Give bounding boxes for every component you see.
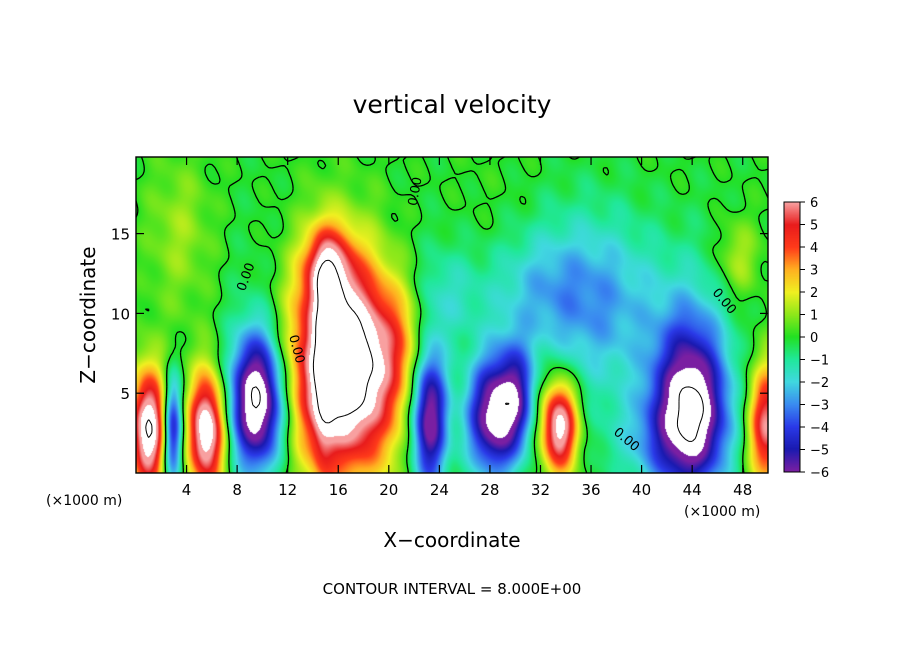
y-tick-label: 5 (120, 385, 130, 403)
y-tick-label: 10 (111, 305, 130, 323)
x-axis-label: X−coordinate (383, 528, 520, 552)
colorbar-tick-label: −6 (810, 466, 829, 481)
colorbar-tick-label: 0 (810, 331, 818, 346)
contour-level-0 (135, 156, 769, 474)
contour-level-neg8 (250, 386, 704, 442)
x-axis-ticks: 4 8 12 16 20 24 28 32 36 40 44 48 (182, 157, 752, 499)
colorbar-tick-label: −1 (810, 354, 829, 369)
colorbar-tick-label: 4 (810, 241, 818, 256)
x-unit-label-left: (×1000 m) (46, 493, 122, 509)
colorbar-tick-label: 1 (810, 309, 818, 324)
x-tick-label: 36 (581, 481, 600, 499)
colorbar-tick-label: −5 (810, 444, 829, 459)
colorbar-tick-label: −2 (810, 376, 829, 391)
contour-label-2: 0.00 (406, 176, 426, 207)
colorbar-ticks: 6 5 4 3 2 1 0 −1 −2 −3 −4 −5 −6 (800, 196, 829, 481)
x-tick-label: 40 (632, 481, 651, 499)
colorbar-tick-label: 6 (810, 196, 818, 211)
colorbar-tick-label: 2 (810, 286, 818, 301)
contour-label-1: 0.00 (285, 333, 307, 365)
x-tick-label: 16 (329, 481, 348, 499)
heatmap-field (136, 157, 768, 473)
y-axis-label: Z−coordinate (76, 246, 100, 383)
colorbar-tick-label: 3 (810, 264, 818, 279)
x-tick-label: 24 (430, 481, 449, 499)
x-tick-label: 4 (182, 481, 192, 499)
colorbar-tick-label: −4 (810, 421, 829, 436)
x-tick-label: 8 (232, 481, 242, 499)
x-tick-label: 12 (278, 481, 297, 499)
contour-level-8 (145, 259, 374, 438)
y-axis-ticks: 5 10 15 (111, 226, 768, 403)
x-unit-label-right: (×1000 m) (684, 504, 760, 520)
contour-interval-note: CONTOUR INTERVAL = 8.000E+00 (323, 580, 582, 598)
colorbar-gradient (784, 202, 800, 472)
colorbar: 6 5 4 3 2 1 0 −1 −2 −3 −4 −5 −6 (783, 196, 829, 481)
x-tick-label: 28 (480, 481, 499, 499)
x-tick-label: 32 (531, 481, 550, 499)
x-tick-label: 20 (379, 481, 398, 499)
x-tick-label: 44 (683, 481, 702, 499)
plot-frame (135, 156, 769, 474)
colorbar-tick-label: −3 (810, 399, 829, 414)
contour-lines (135, 156, 769, 474)
plot-area: 0.000.000.000.000.00 4 8 12 16 20 24 28 32 36 40 4… (111, 156, 769, 499)
y-tick-label: 15 (111, 226, 130, 244)
chart-title: vertical velocity (353, 90, 552, 119)
x-tick-label: 48 (733, 481, 752, 499)
colorbar-tick-label: 5 (810, 219, 818, 234)
